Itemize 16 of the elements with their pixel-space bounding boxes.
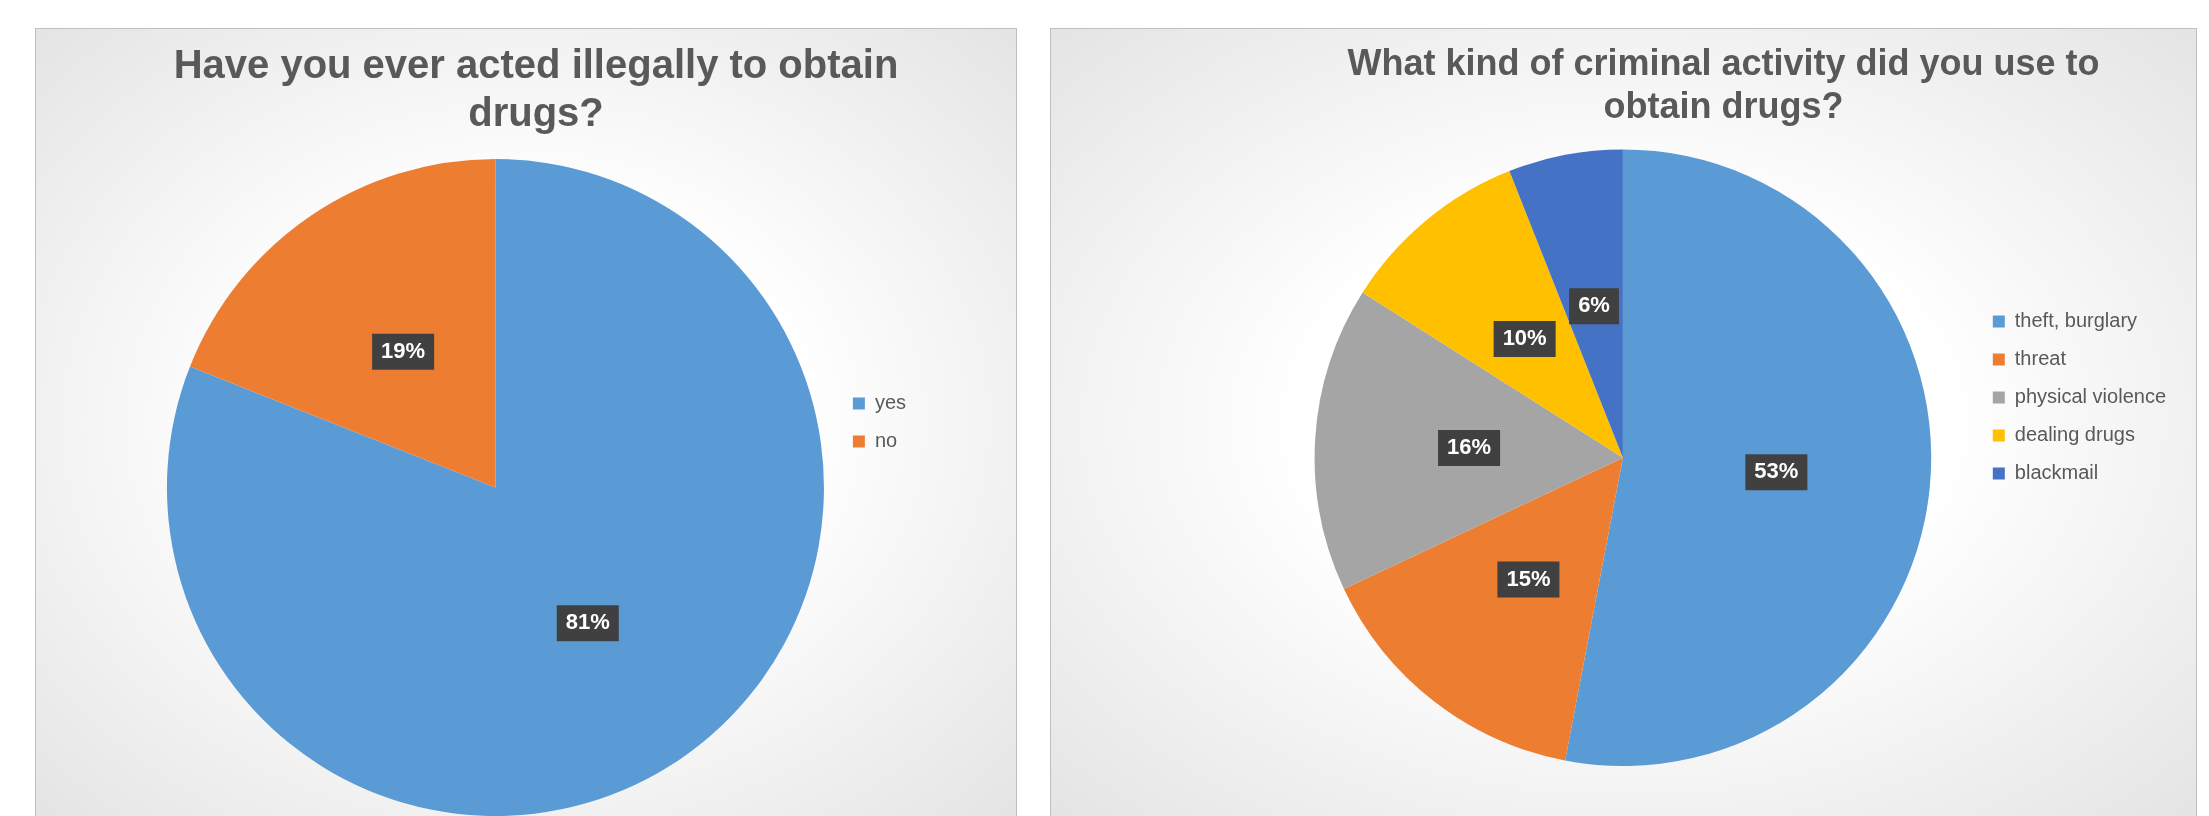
data-label: 10% [1502, 324, 1547, 350]
legend-label: threat [2014, 347, 2067, 370]
data-label: 19% [381, 337, 426, 363]
legend-label: dealing drugs [2014, 423, 2135, 446]
data-label: 15% [1506, 565, 1551, 591]
legend-label: theft, burglary [2014, 309, 2138, 332]
legend-label: no [874, 429, 898, 452]
chart-title: What kind of criminal activity did you use to obtain drugs? [1347, 41, 2100, 126]
data-label: 81% [565, 609, 610, 635]
legend-label: yes [874, 391, 906, 414]
legend-label: physical violence [2014, 385, 2167, 408]
data-label: 16% [1447, 434, 1492, 460]
legend-label: blackmail [2014, 461, 2099, 484]
chart-title: Have you ever acted illegally to obtain drugs? [173, 42, 899, 135]
data-label: 53% [1754, 458, 1799, 484]
data-label: 6% [1578, 292, 1610, 318]
